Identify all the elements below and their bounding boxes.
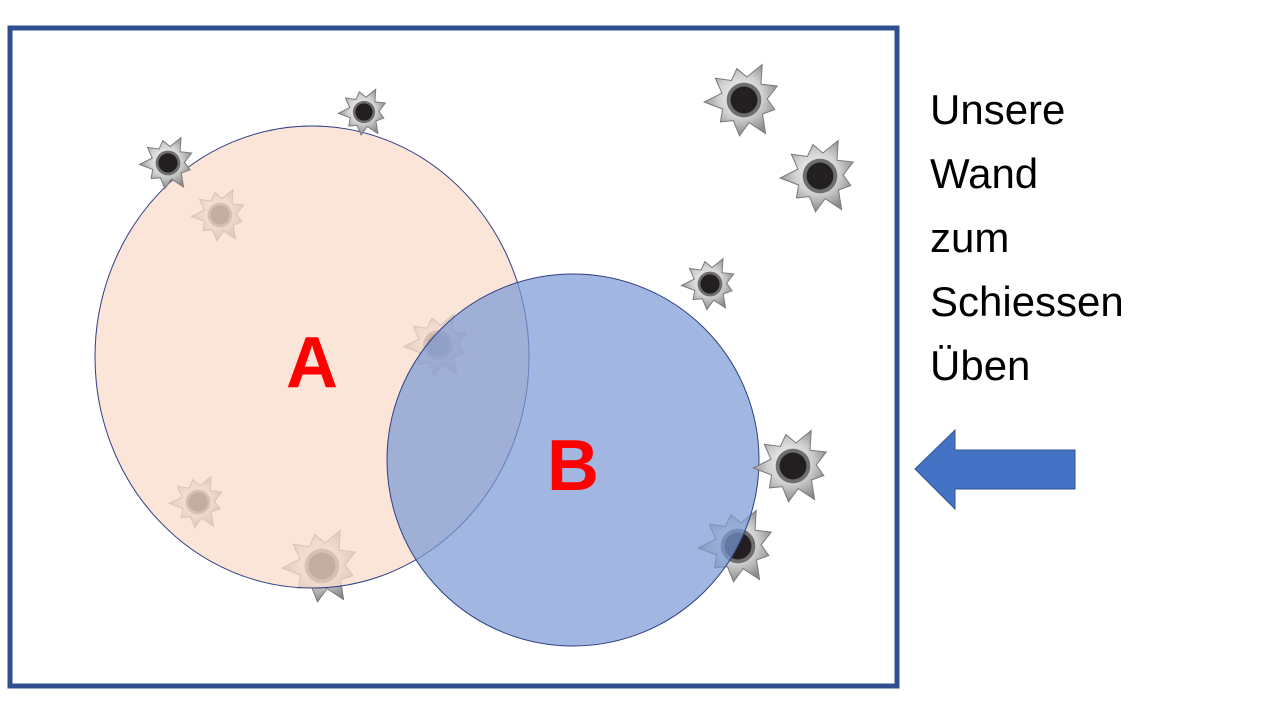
label-b: B (547, 426, 599, 506)
bullet-hole (337, 88, 387, 137)
caption-line: zum (930, 214, 1010, 261)
bullet-hole (778, 139, 855, 213)
circle-b (386, 273, 760, 647)
bullet-hole (751, 429, 828, 503)
bullet-hole (680, 257, 735, 311)
left-arrow (914, 428, 1076, 511)
bullet-hole (138, 136, 193, 190)
caption-line: Üben (930, 342, 1031, 389)
bullet-holes-front (138, 63, 855, 503)
caption-line: Schiessen (930, 278, 1124, 325)
label-a: A (286, 323, 338, 403)
caption-line: Wand (930, 150, 1039, 197)
wall-caption: Unsere Wand zum Schiessen Üben (930, 78, 1124, 398)
caption-line: Unsere (930, 86, 1066, 133)
bullet-hole (702, 63, 779, 137)
